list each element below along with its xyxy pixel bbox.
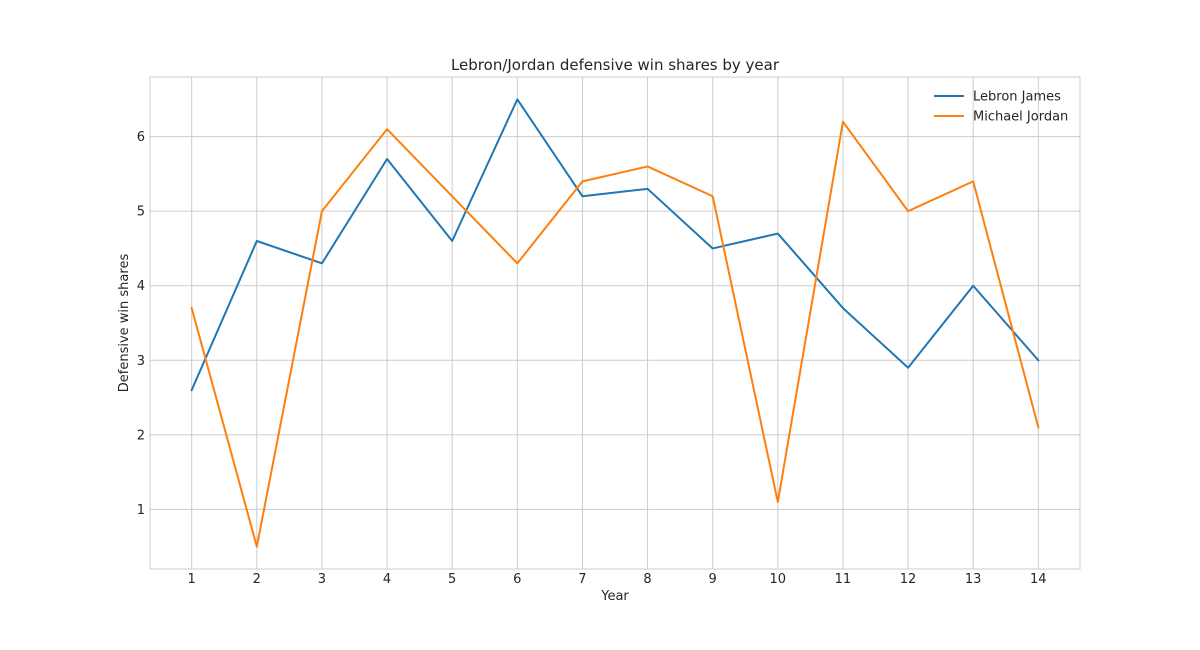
x-axis-label: Year: [600, 589, 629, 604]
x-tick-label: 8: [643, 572, 651, 587]
y-tick-labels: 1 2 3 4 5 6: [137, 130, 145, 518]
grid: [150, 77, 1080, 569]
y-tick-label: 2: [137, 428, 145, 443]
plot-frame: [149, 76, 1081, 570]
series-line-1: [190, 98, 1040, 392]
y-tick-label: 5: [137, 205, 145, 220]
x-tick-labels: 1 2 3 4 5 6 7 8 9 10 11 12 13 14: [188, 572, 1047, 587]
series-line-2: [190, 120, 1040, 548]
x-tick-label: 14: [1030, 572, 1047, 587]
x-tick-label: 3: [318, 572, 326, 587]
legend-label: Lebron James: [973, 90, 1061, 105]
x-tick-label: 2: [253, 572, 261, 587]
legend: Lebron James Michael Jordan: [934, 90, 1068, 125]
y-tick-label: 4: [137, 279, 145, 294]
chart-title: Lebron/Jordan defensive win shares by ye…: [451, 56, 780, 74]
x-tick-label: 7: [578, 572, 586, 587]
x-tick-label: 5: [448, 572, 456, 587]
x-tick-label: 9: [709, 572, 717, 587]
y-axis-label: Defensive win shares: [117, 254, 132, 393]
x-tick-label: 4: [383, 572, 391, 587]
legend-label: Michael Jordan: [973, 110, 1068, 125]
x-tick-label: 11: [835, 572, 852, 587]
series-layer: [190, 98, 1040, 548]
y-tick-label: 6: [137, 130, 145, 145]
x-tick-label: 10: [770, 572, 787, 587]
y-tick-label: 1: [137, 503, 145, 518]
x-tick-label: 13: [965, 572, 982, 587]
y-tick-label: 3: [137, 354, 145, 369]
x-tick-label: 1: [188, 572, 196, 587]
x-tick-label: 6: [513, 572, 521, 587]
x-tick-label: 12: [900, 572, 917, 587]
